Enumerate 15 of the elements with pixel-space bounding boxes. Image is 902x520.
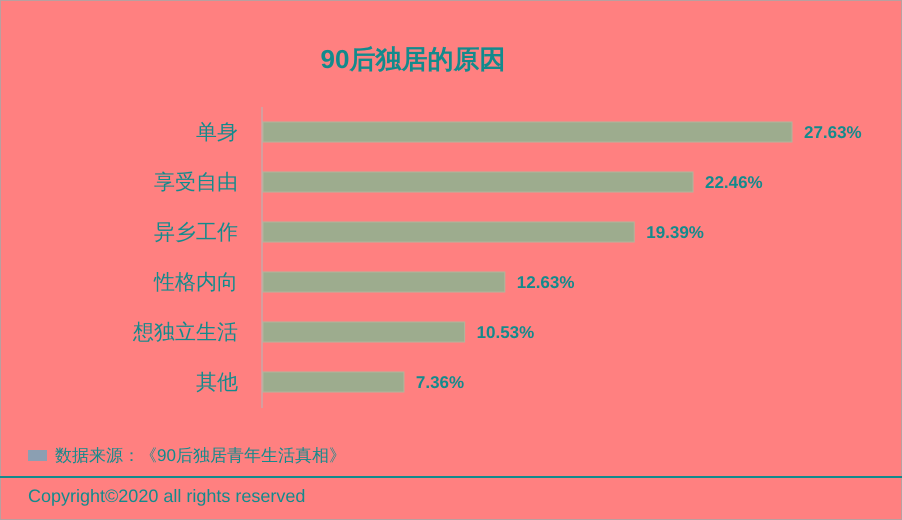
category-label: 想独立生活 — [133, 321, 238, 344]
category-label: 其他 — [196, 371, 238, 394]
data-label: 22.46% — [705, 173, 763, 192]
category-label: 性格内向 — [154, 271, 238, 294]
category-label: 异乡工作 — [154, 221, 238, 244]
annotation: Copyright©2020 all rights reserved — [28, 486, 306, 506]
data-label: 12.63% — [516, 273, 574, 292]
data-label: 27.63% — [804, 123, 862, 142]
annotation: 数据来源：《90后独居青年生活真相》 — [55, 446, 346, 465]
data-label: 10.53% — [476, 323, 534, 342]
data-label: 7.36% — [416, 373, 464, 392]
data-label: 19.39% — [646, 223, 704, 242]
title: 90后独居的原因 — [320, 44, 506, 74]
category-label: 享受自由 — [154, 171, 238, 194]
category-label: 单身 — [196, 121, 238, 144]
